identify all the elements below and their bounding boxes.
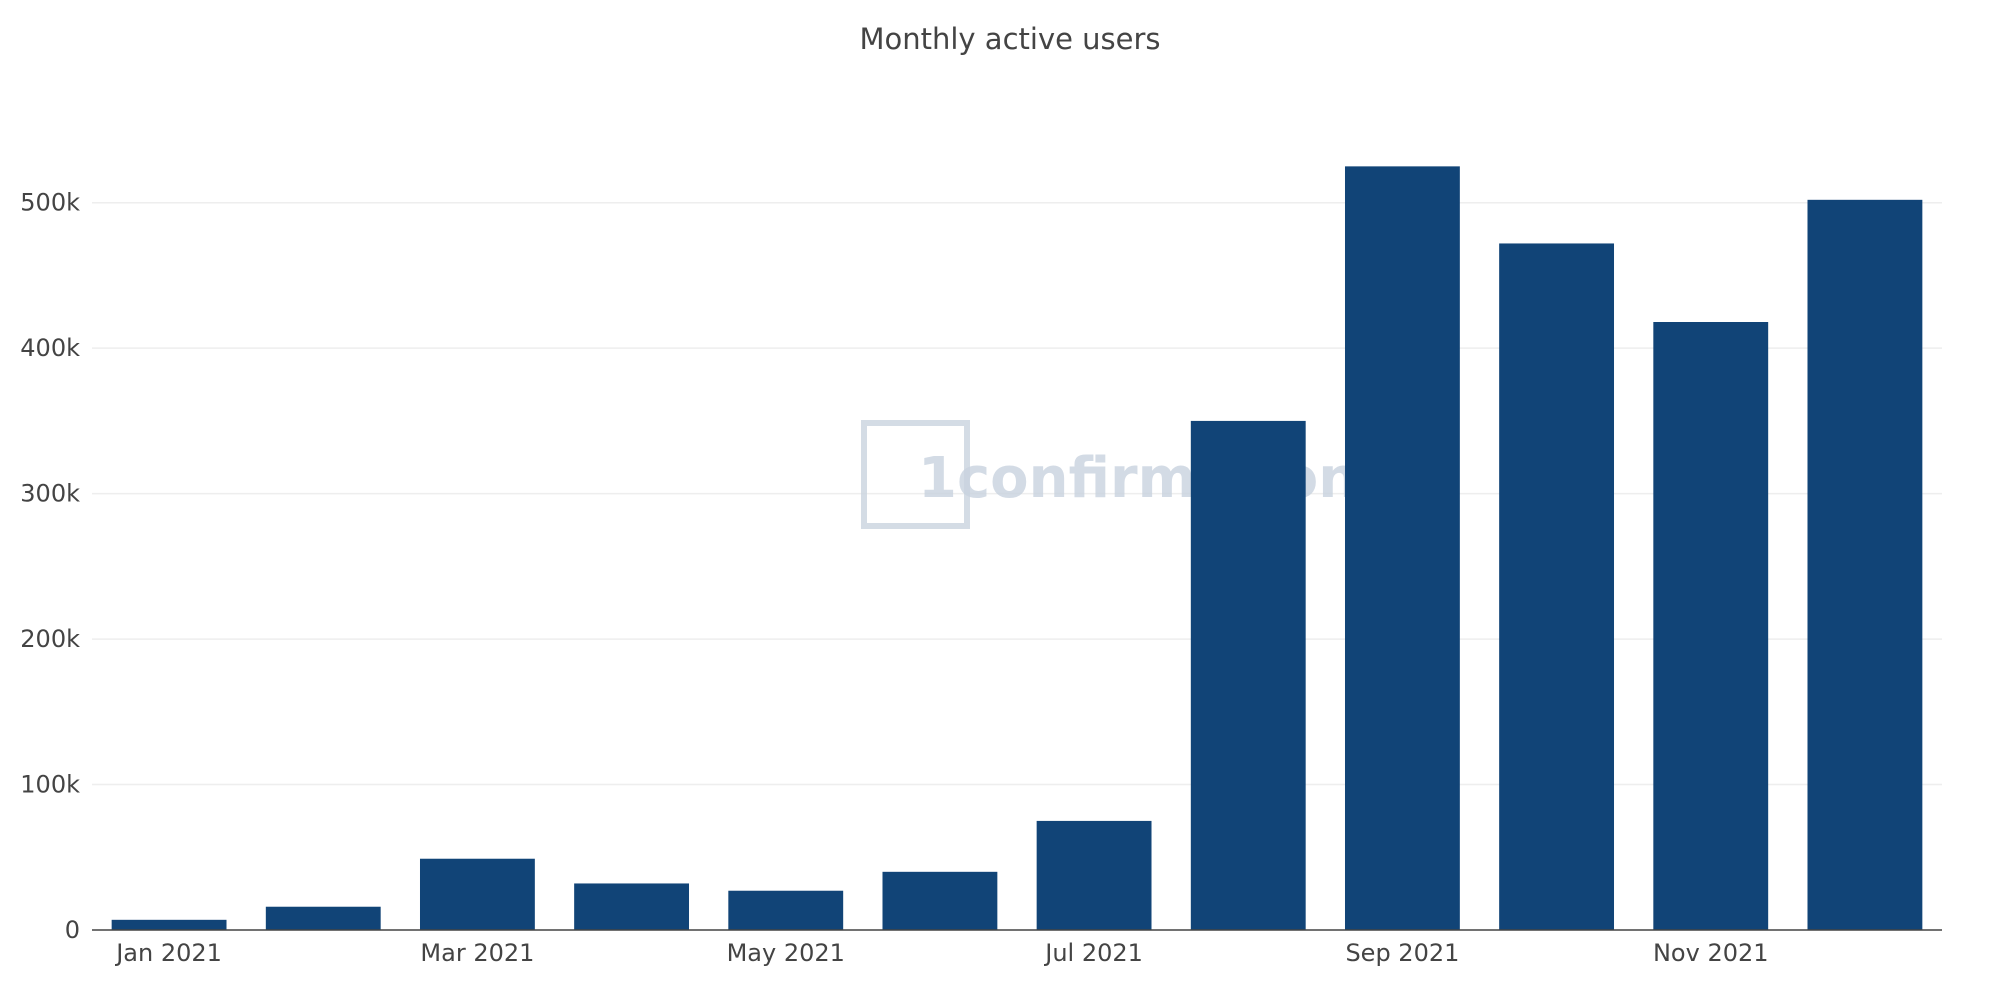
bar [1807,199,1923,930]
x-axis-ticks: Jan 2021 Mar 2021 May 2021 Jul 2021 Sep 2021… [114,939,1768,967]
bar [728,890,844,930]
x-tick-label: Jan 2021 [114,939,222,967]
grid-lines [92,201,1942,786]
bar [1190,420,1306,930]
bar [574,883,690,930]
y-tick-label: 0 [65,916,80,944]
bar [1344,166,1460,930]
bar [111,919,227,930]
y-tick-label: 100k [20,771,80,799]
x-tick-label: Mar 2021 [420,939,534,967]
bars [111,166,1923,931]
x-tick-label: Sep 2021 [1345,939,1459,967]
watermark-box [861,420,970,529]
bar [1036,820,1152,930]
y-tick-label: 400k [20,334,80,362]
bar [1499,243,1615,931]
bar [1653,322,1769,930]
bar [265,906,381,930]
y-axis-ticks: 0 100k 200k 300k 400k 500k [20,189,80,944]
y-tick-label: 200k [20,625,80,653]
y-tick-label: 300k [20,480,80,508]
x-tick-label: May 2021 [727,939,845,967]
x-tick-label: Jul 2021 [1043,939,1143,967]
bar [882,871,998,930]
bar [419,858,535,930]
x-tick-label: Nov 2021 [1653,939,1769,967]
y-tick-label: 500k [20,189,80,217]
chart-title: Monthly active users [859,22,1160,56]
